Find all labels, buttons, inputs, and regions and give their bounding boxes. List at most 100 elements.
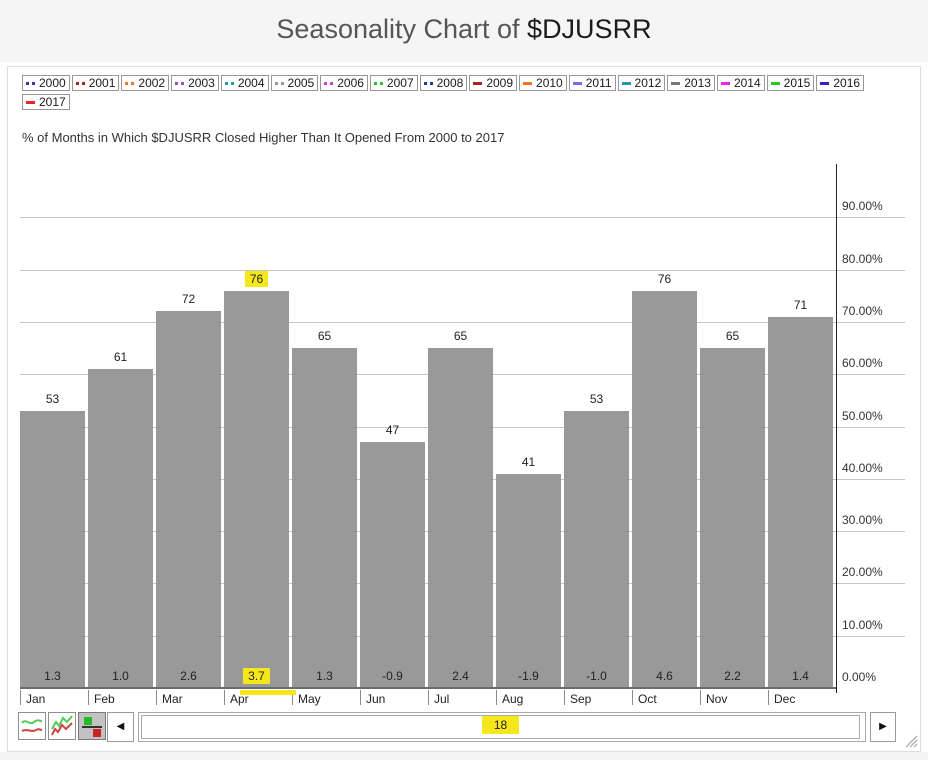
solid-line-marker-icon [26,100,35,104]
legend-year-2015[interactable]: 2015 [766,75,815,91]
avg-change-text: 1.0 [112,669,129,683]
legend-year-label: 2016 [833,76,861,90]
bar-value-label-apr: 76 [224,271,289,287]
legend-year-2000[interactable]: 2000 [22,75,70,91]
y-axis-tick-label: 40.00% [842,461,883,475]
bar-value-text: 76 [657,272,672,286]
legend-year-2013[interactable]: 2013 [667,75,715,91]
month-separator [564,690,565,705]
avg-change-label-jan: 1.3 [20,668,85,684]
month-separator [20,690,21,705]
legend-year-2002[interactable]: 2002 [121,75,170,91]
solid-line-marker-icon [572,81,582,85]
month-separator [428,690,429,705]
legend-year-2007[interactable]: 2007 [369,75,418,91]
legend-year-label: 2017 [39,95,66,109]
cumulative-lines-icon [50,715,74,742]
scrollbar-value-text: 18 [481,716,520,734]
bar-value-text: 72 [181,292,196,306]
legend-year-2017[interactable]: 2017 [22,94,70,110]
gridline-80pct [20,270,905,271]
legend-year-2016[interactable]: 2016 [816,75,865,91]
legend-year-label: 2011 [585,76,612,90]
bar-value-text: 65 [453,329,468,343]
solid-line-marker-icon [820,81,830,85]
year-legend: 2000 2001 2002 2003 2004 2005 2006 2007 2008 2009… [22,75,888,113]
y-axis-tick-label: 10.00% [842,618,883,632]
bar-value-label-sep: 53 [564,391,629,407]
legend-year-2012[interactable]: 2012 [617,75,666,91]
bar-value-label-nov: 65 [700,328,765,344]
month-label-jul: Jul [434,692,450,706]
month-label-feb: Feb [94,692,115,706]
bar-value-label-dec: 71 [768,297,833,313]
avg-change-label-mar: 2.6 [156,668,221,684]
bar-may [292,348,357,688]
y-axis-tick-label: 20.00% [842,565,883,579]
month-label-aug: Aug [502,692,524,706]
avg-change-text: 3.7 [243,668,270,684]
solid-line-marker-icon [523,81,533,85]
legend-year-2001[interactable]: 2001 [71,75,120,91]
month-separator [224,690,225,705]
legend-year-2010[interactable]: 2010 [519,75,567,91]
scrollbar-value: 18 [142,716,859,734]
scrollbar-track[interactable]: 18 [138,712,866,742]
bar-mar [156,311,221,688]
legend-year-label: 2008 [436,76,464,90]
avg-change-label-oct: 4.6 [632,668,697,684]
bar-value-label-mar: 72 [156,291,221,307]
legend-year-2009[interactable]: 2009 [469,75,518,91]
cumulative-lines-chart-button[interactable] [48,712,76,740]
legend-year-2008[interactable]: 2008 [419,75,468,91]
page-footer-band [0,752,928,760]
bar-sep [564,411,629,688]
dotted-line-marker-icon [26,81,35,85]
seasonality-chart-widget: 2000 2001 2002 2003 2004 2005 2006 2007 2008 2009… [7,66,921,752]
legend-year-2004[interactable]: 2004 [220,75,269,91]
resize-grip-icon[interactable] [903,733,919,749]
month-separator [88,690,89,705]
scrollbar-thumb[interactable]: 18 [141,715,860,739]
gridline-90pct [20,217,905,218]
bar-jun [360,442,425,688]
dotted-line-marker-icon [324,81,334,85]
avg-change-text: 1.3 [44,669,61,683]
bar-value-label-jul: 65 [428,328,493,344]
scroll-left-button[interactable]: ◀ [107,712,134,742]
avg-change-label-aug: -1.9 [496,668,561,684]
bar-jul [428,348,493,688]
legend-year-2011[interactable]: 2011 [568,75,616,91]
avg-change-label-apr: 3.7 [224,668,289,684]
month-separator [360,690,361,705]
dotted-line-marker-icon [125,81,135,85]
bar-value-label-jan: 53 [20,391,85,407]
above-below-bars-chart-button[interactable] [78,712,106,740]
legend-year-2003[interactable]: 2003 [171,75,219,91]
scroll-right-button[interactable]: ▶ [870,712,896,742]
bar-nov [700,348,765,688]
chart-plot-area: 0.00% 10.00% 20.00% 30.00% 40.00% 50.00% 60.00… [8,67,920,751]
avg-change-label-sep: -1.0 [564,668,629,684]
dotted-line-marker-icon [274,81,284,85]
legend-year-2005[interactable]: 2005 [270,75,319,91]
month-separator [156,690,157,705]
month-label-jan: Jan [26,692,46,706]
month-separator [632,690,633,705]
bar-feb [88,369,153,688]
dotted-line-marker-icon [423,81,433,85]
legend-year-2014[interactable]: 2014 [716,75,765,91]
legend-year-2006[interactable]: 2006 [320,75,368,91]
bar-value-label-may: 65 [292,328,357,344]
legend-year-label: 2003 [188,76,215,90]
y-axis-tick-label: 90.00% [842,199,883,213]
month-label-sep: Sep [570,692,592,706]
legend-year-label: 2001 [88,76,116,90]
bar-value-label-feb: 61 [88,349,153,365]
smooth-lines-chart-button[interactable] [18,712,46,740]
highlighter-streak [240,690,296,695]
month-label-nov: Nov [706,692,728,706]
avg-change-text: 2.6 [180,669,197,683]
y-axis-tick-label: 80.00% [842,252,883,266]
avg-change-label-jun: -0.9 [360,668,425,684]
